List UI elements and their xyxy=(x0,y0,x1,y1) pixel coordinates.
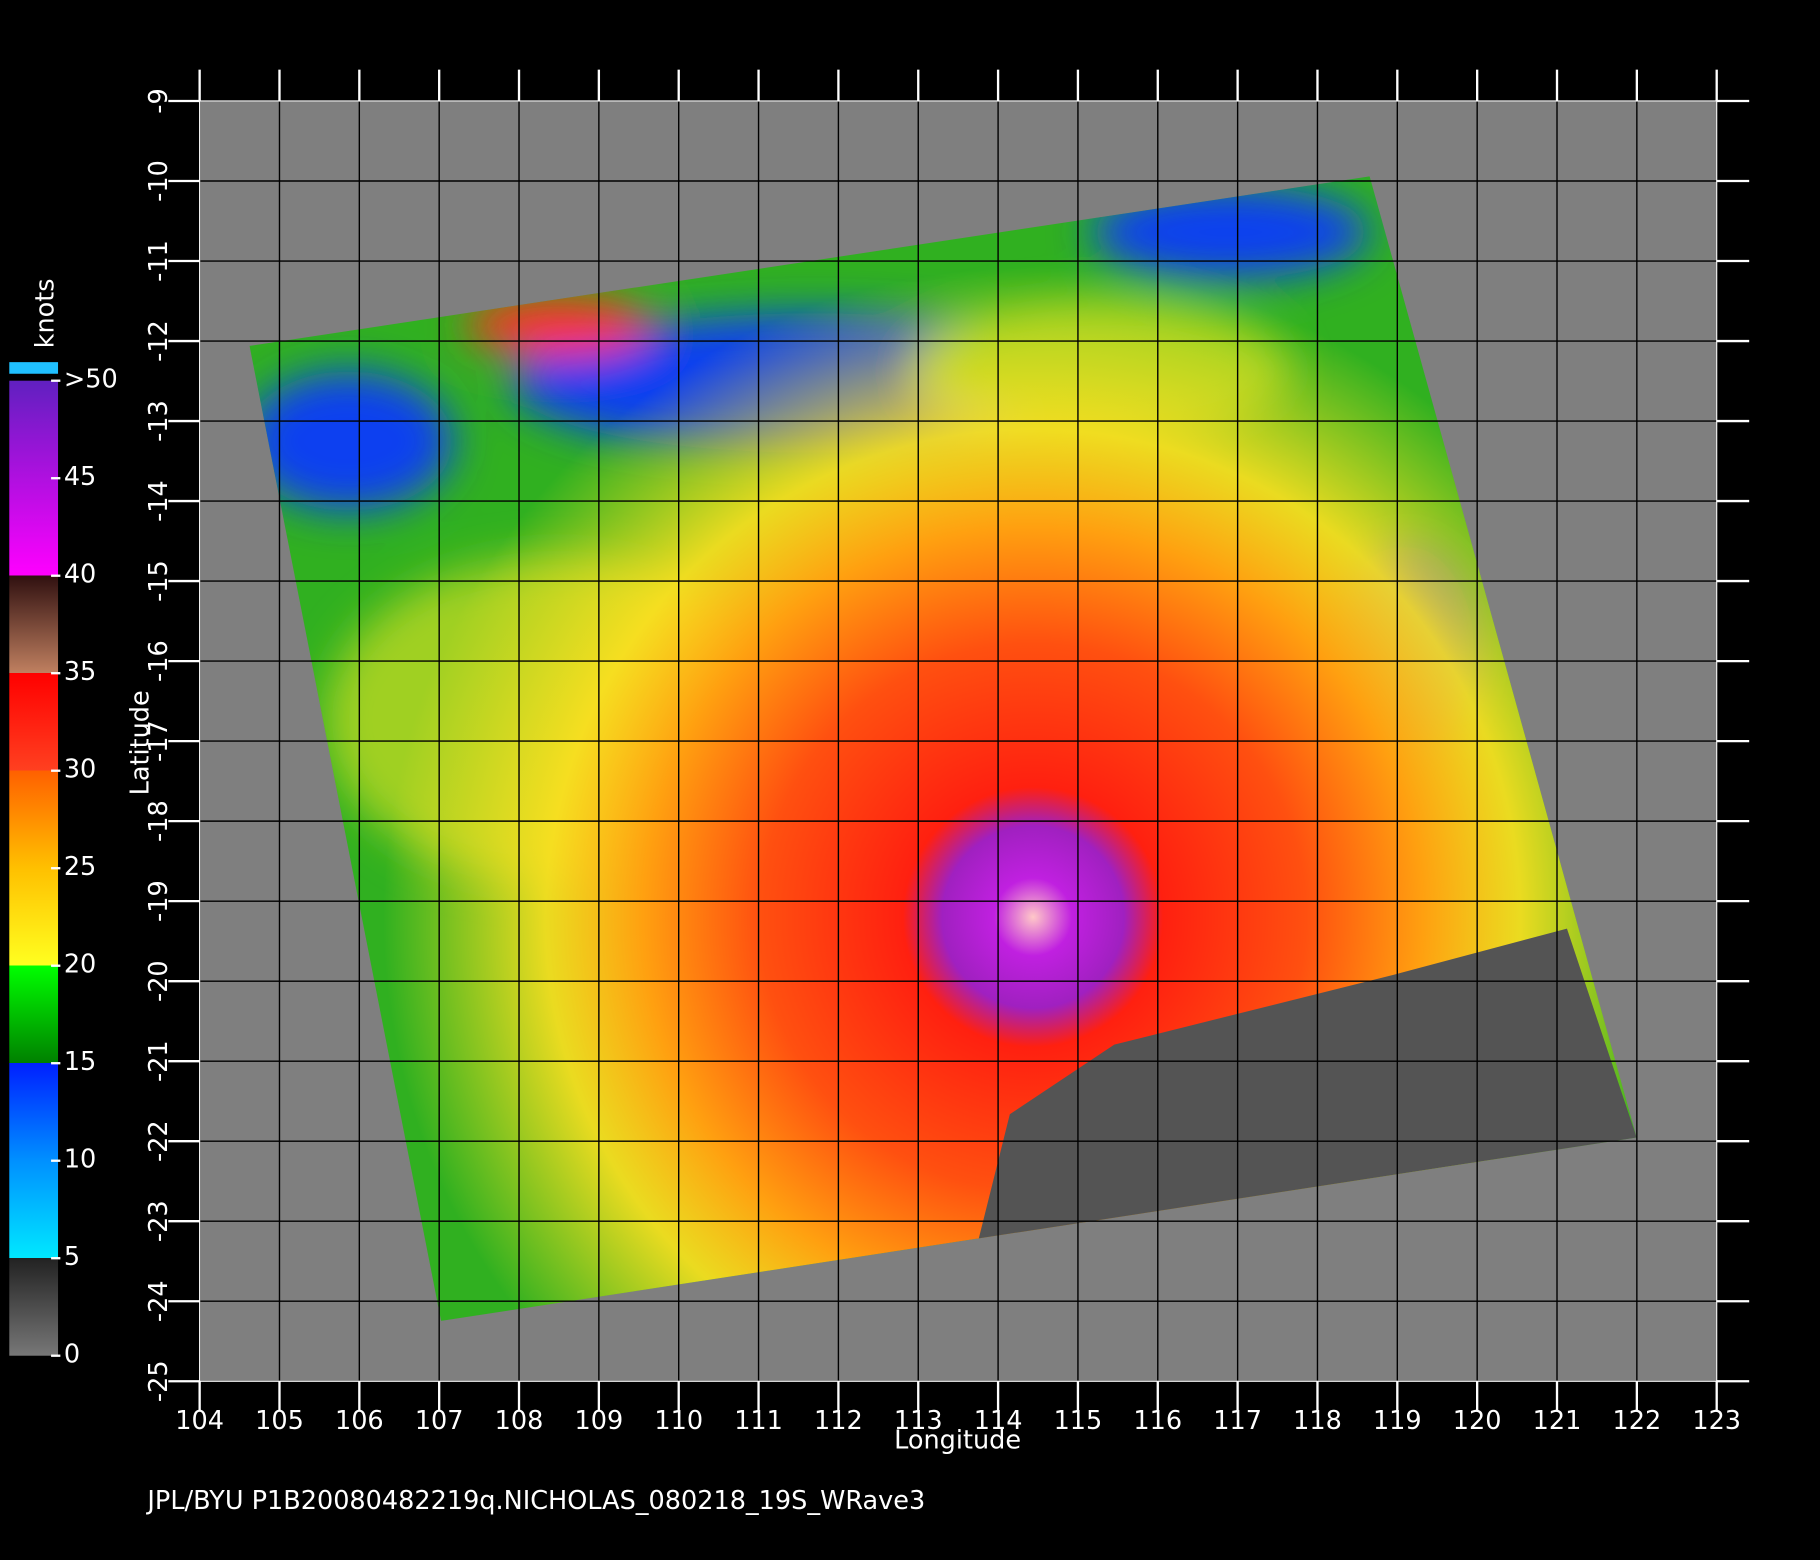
colorbar-tick-label: 30 xyxy=(64,755,96,785)
x-tick-label: 113 xyxy=(894,1406,943,1436)
colorbar-tick-label: 15 xyxy=(64,1047,96,1077)
x-tick-label: 120 xyxy=(1453,1406,1502,1436)
y-tick-label: -14 xyxy=(144,480,174,522)
colorbar xyxy=(9,380,59,1356)
colorbar-tick-label: 10 xyxy=(64,1145,96,1175)
colorbar-tick-label: 0 xyxy=(64,1340,80,1370)
x-tick-label: 114 xyxy=(974,1406,1023,1436)
y-tick-label: -24 xyxy=(144,1280,174,1322)
y-tick-label: -19 xyxy=(144,880,174,922)
y-tick-label: -12 xyxy=(144,320,174,362)
y-tick-label: -15 xyxy=(144,560,174,602)
x-tick-label: 111 xyxy=(734,1406,783,1436)
y-tick-label: -13 xyxy=(144,400,174,442)
wind-swath xyxy=(249,176,1637,1321)
colorbar-tick-label: 25 xyxy=(64,852,96,882)
x-tick-label: 105 xyxy=(255,1406,304,1436)
y-tick-label: -25 xyxy=(144,1360,174,1402)
y-tick-label: -16 xyxy=(144,640,174,682)
y-tick-label: -18 xyxy=(144,800,174,842)
y-tick-label: -17 xyxy=(144,720,174,762)
x-tick-label: 123 xyxy=(1692,1406,1741,1436)
x-tick-label: 112 xyxy=(814,1406,863,1436)
x-tick-label: 119 xyxy=(1373,1406,1422,1436)
colorbar-tick-label: 45 xyxy=(64,462,96,492)
colorbar-tick-label: 40 xyxy=(64,560,96,590)
footer: JPL/BYU P1B20080482219q.NICHOLAS_080218_… xyxy=(145,1486,925,1516)
y-tick-label: -9 xyxy=(144,88,174,113)
y-tick-label: -20 xyxy=(144,960,174,1002)
x-tick-label: 108 xyxy=(495,1406,544,1436)
x-tick-label: 122 xyxy=(1613,1406,1662,1436)
colorbar-tick-label: 20 xyxy=(64,950,96,980)
colorbar-label: knots xyxy=(30,278,60,348)
x-tick-label: 107 xyxy=(415,1406,464,1436)
y-tick-label: -22 xyxy=(144,1120,174,1162)
x-tick-label: 117 xyxy=(1213,1406,1262,1436)
colorbar-tick-label: 35 xyxy=(64,657,96,687)
x-tick-label: 121 xyxy=(1533,1406,1582,1436)
y-tick-label: -10 xyxy=(144,160,174,202)
colorbar-tick-label: >50 xyxy=(64,365,118,395)
y-tick-label: -11 xyxy=(144,240,174,282)
x-axis-label: Longitude xyxy=(894,1426,1021,1456)
x-tick-label: 104 xyxy=(175,1406,224,1436)
x-tick-label: 118 xyxy=(1293,1406,1342,1436)
x-tick-label: 106 xyxy=(335,1406,384,1436)
y-tick-label: -21 xyxy=(144,1040,174,1082)
x-tick-label: 115 xyxy=(1054,1406,1103,1436)
colorbar-cap xyxy=(9,362,59,374)
y-tick-label: -23 xyxy=(144,1200,174,1242)
y-axis-label: Latitude xyxy=(126,690,156,795)
colorbar-tick-label: 5 xyxy=(64,1242,80,1272)
x-tick-label: 116 xyxy=(1133,1406,1182,1436)
x-tick-label: 109 xyxy=(575,1406,624,1436)
grid xyxy=(198,100,1718,1382)
x-tick-label: 110 xyxy=(654,1406,703,1436)
